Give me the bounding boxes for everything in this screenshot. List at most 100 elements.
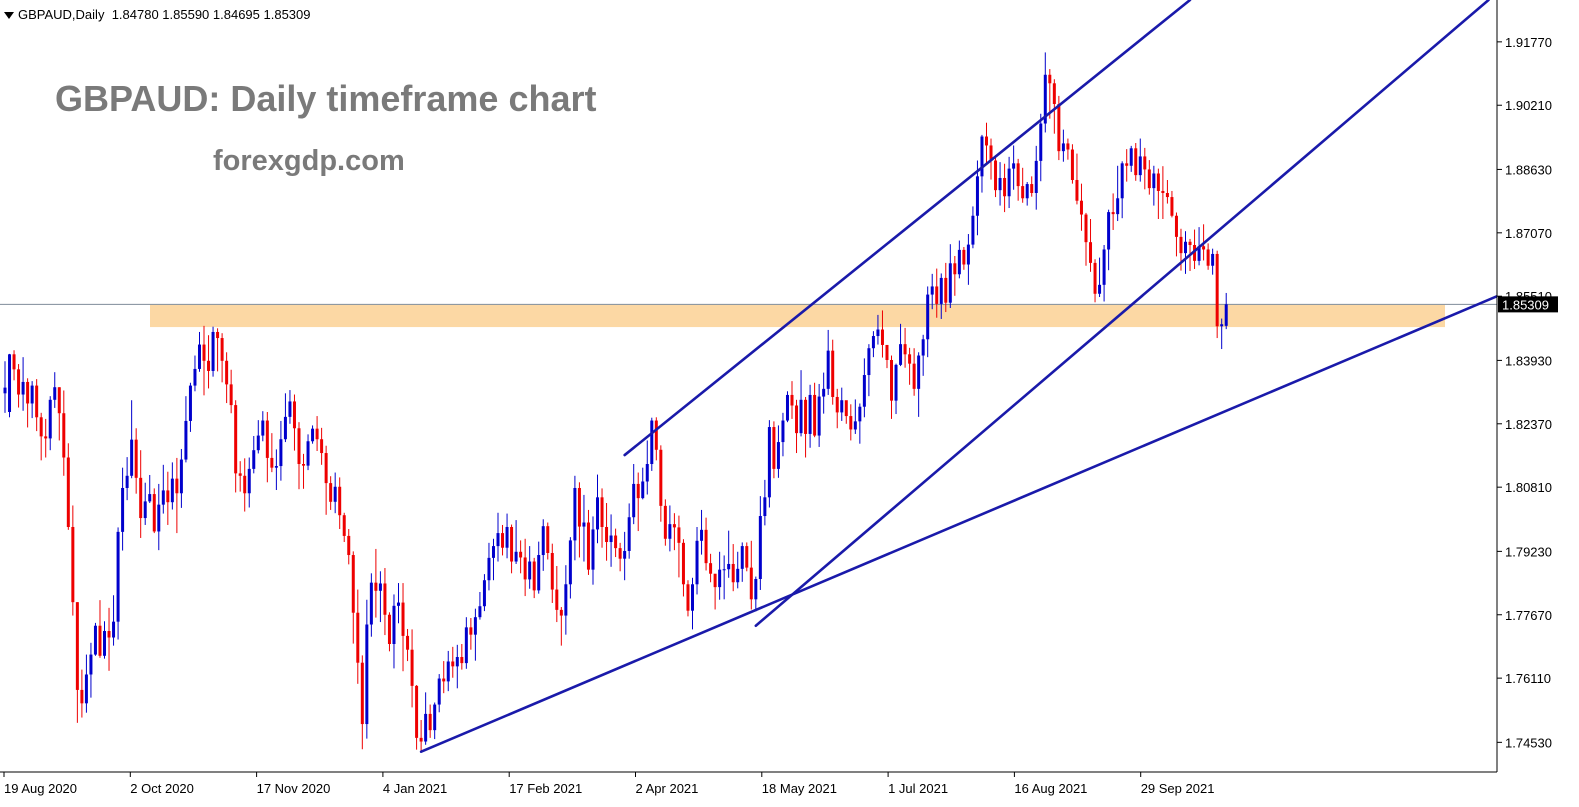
candle-body — [193, 368, 197, 386]
candle — [12, 350, 16, 381]
candle — [44, 418, 48, 458]
candle-body — [292, 401, 296, 429]
candle — [1161, 166, 1165, 220]
candle-body — [21, 381, 25, 395]
candle — [1070, 144, 1074, 184]
candle-body — [1030, 184, 1034, 193]
candle — [926, 286, 930, 358]
candle — [822, 372, 826, 414]
candle — [912, 348, 916, 396]
candle-body — [1098, 284, 1102, 294]
candle — [994, 155, 998, 198]
candle — [17, 364, 21, 408]
candle-body — [926, 294, 930, 340]
candle — [324, 445, 328, 515]
candle — [573, 475, 577, 561]
candle — [1184, 231, 1188, 274]
candle — [953, 255, 957, 296]
candle-body — [568, 540, 572, 585]
website-watermark: forexgdp.com — [213, 145, 405, 177]
candle-body — [745, 546, 749, 568]
candle — [175, 457, 179, 534]
x-axis-panel — [0, 772, 1579, 807]
candle — [1174, 212, 1178, 257]
candle — [713, 573, 717, 610]
candle-body — [817, 396, 821, 436]
candle-body — [713, 573, 717, 588]
candle-body — [12, 354, 16, 370]
candle-body — [464, 627, 468, 664]
candle — [75, 602, 79, 723]
candle-body — [288, 401, 292, 417]
candle-body — [274, 466, 278, 468]
candle — [216, 328, 220, 372]
candle — [731, 544, 735, 592]
candle-body — [130, 439, 134, 476]
candle-body — [704, 529, 708, 564]
candle-body — [853, 421, 857, 430]
candle — [636, 472, 640, 532]
candle-body — [894, 364, 898, 401]
candle — [903, 327, 907, 368]
candle-body — [921, 339, 925, 356]
candle — [234, 400, 238, 493]
candle — [1215, 250, 1219, 339]
candle-body — [1093, 262, 1097, 294]
candle — [356, 589, 360, 684]
candle-body — [401, 602, 405, 636]
candle-body — [1147, 169, 1151, 189]
candle — [754, 576, 758, 612]
candle-body — [1012, 163, 1016, 169]
candle — [252, 435, 256, 474]
dropdown-triangle-icon[interactable] — [4, 12, 14, 20]
candle-body — [528, 561, 532, 580]
candle-body — [546, 526, 550, 553]
y-tick-label: 1.74530 — [1505, 735, 1552, 750]
candle-body — [333, 486, 337, 502]
candle — [550, 543, 554, 603]
candle-body — [17, 369, 21, 395]
candle-body — [365, 624, 369, 725]
candle — [161, 464, 165, 514]
candle — [1066, 138, 1070, 160]
x-tick-label: 2 Oct 2020 — [130, 781, 194, 796]
candle — [166, 471, 170, 525]
candle-body — [989, 145, 993, 161]
candle-body — [1165, 193, 1169, 198]
candle-body — [378, 583, 382, 591]
candle — [320, 427, 324, 465]
candle — [71, 505, 75, 616]
candle-body — [677, 527, 681, 543]
candle-body — [75, 602, 79, 690]
candle-body — [763, 497, 767, 517]
candle — [1134, 143, 1138, 181]
chart-overlay-title: GBPAUD: Daily timeframe chart — [55, 78, 597, 119]
candle — [695, 526, 699, 595]
candle — [66, 443, 70, 530]
candle-body — [505, 526, 509, 548]
candle — [831, 339, 835, 405]
trendline[interactable] — [419, 252, 1579, 753]
candle-body — [880, 329, 884, 345]
candle — [623, 531, 627, 581]
candle-body — [984, 136, 988, 146]
candle — [799, 370, 803, 437]
candle-body — [1152, 173, 1156, 189]
candle-body — [424, 713, 428, 742]
candle-body — [862, 375, 866, 407]
candle-body — [387, 614, 391, 645]
candle-body — [62, 413, 66, 458]
candle-body — [1089, 242, 1093, 263]
candle-body — [211, 331, 215, 371]
candle-body — [112, 621, 116, 638]
candle-body — [971, 215, 975, 245]
candle-body — [437, 678, 441, 705]
candle — [469, 618, 473, 650]
trendline[interactable] — [754, 0, 1490, 628]
candle — [1125, 149, 1129, 182]
candle — [1039, 113, 1043, 182]
candle-body — [478, 606, 482, 618]
trendline[interactable] — [623, 0, 1192, 457]
candle — [26, 378, 30, 428]
